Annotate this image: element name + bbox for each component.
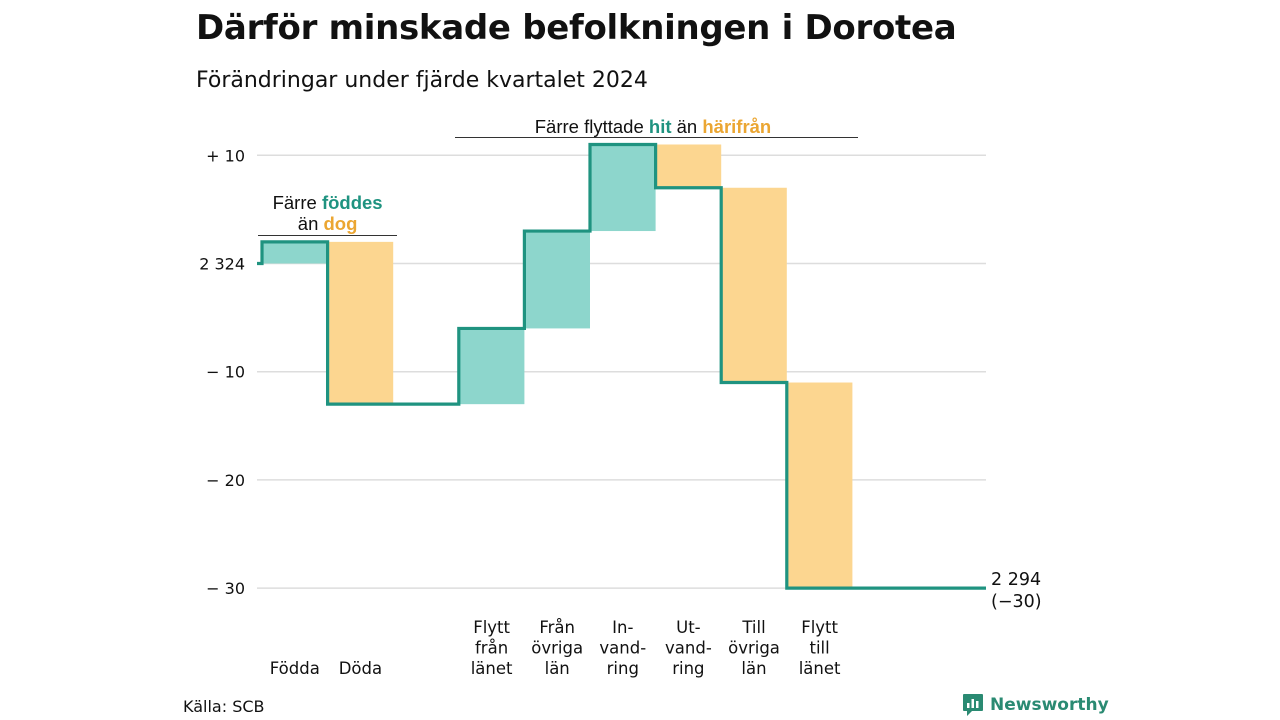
y-tick-label: − 30 xyxy=(206,579,245,598)
y-tick-label: + 10 xyxy=(206,146,245,165)
category-label: Från övriga län xyxy=(531,618,583,678)
category-label: Flytt från länet xyxy=(471,618,513,678)
bar-4 xyxy=(524,231,590,329)
bar-1 xyxy=(262,241,328,264)
category-label: In-vand-ring xyxy=(599,618,646,678)
category-label: Till övriga län xyxy=(728,618,780,678)
category-label: Ut-vand-ring xyxy=(665,618,712,678)
bar-3 xyxy=(458,328,525,405)
y-tick-label: − 10 xyxy=(206,363,245,382)
category-label: Döda xyxy=(339,659,382,678)
bar-8 xyxy=(786,382,853,589)
chart-subtitle: Förändringar under fjärde kvartalet 2024 xyxy=(196,68,648,93)
source-note: Källa: SCB xyxy=(183,697,265,716)
newsworthy-logo-icon xyxy=(963,694,983,716)
brand-name: Newsworthy xyxy=(990,695,1109,715)
end-value-label: 2 294 xyxy=(991,570,1041,590)
category-label: Födda xyxy=(270,659,320,678)
end-change-label: (−30) xyxy=(991,592,1042,612)
category-label: Flytt till länet xyxy=(799,618,841,678)
y-tick-label: − 20 xyxy=(206,471,245,490)
population-step-line xyxy=(257,142,986,590)
annotation-births: Färre föddes xyxy=(273,192,383,213)
bar-6 xyxy=(655,144,722,188)
bar-5 xyxy=(590,144,656,232)
chart-title: Därför minskade befolkningen i Dorotea xyxy=(196,8,957,48)
annotation-deaths: än dog xyxy=(298,213,358,234)
brand-logo: Newsworthy xyxy=(962,693,1109,717)
annotation-migration: Färre flyttade hit än härifrån xyxy=(535,116,772,137)
y-tick-label: 2 324 xyxy=(199,255,245,274)
bar-7 xyxy=(721,187,787,383)
bar-2 xyxy=(327,241,394,405)
